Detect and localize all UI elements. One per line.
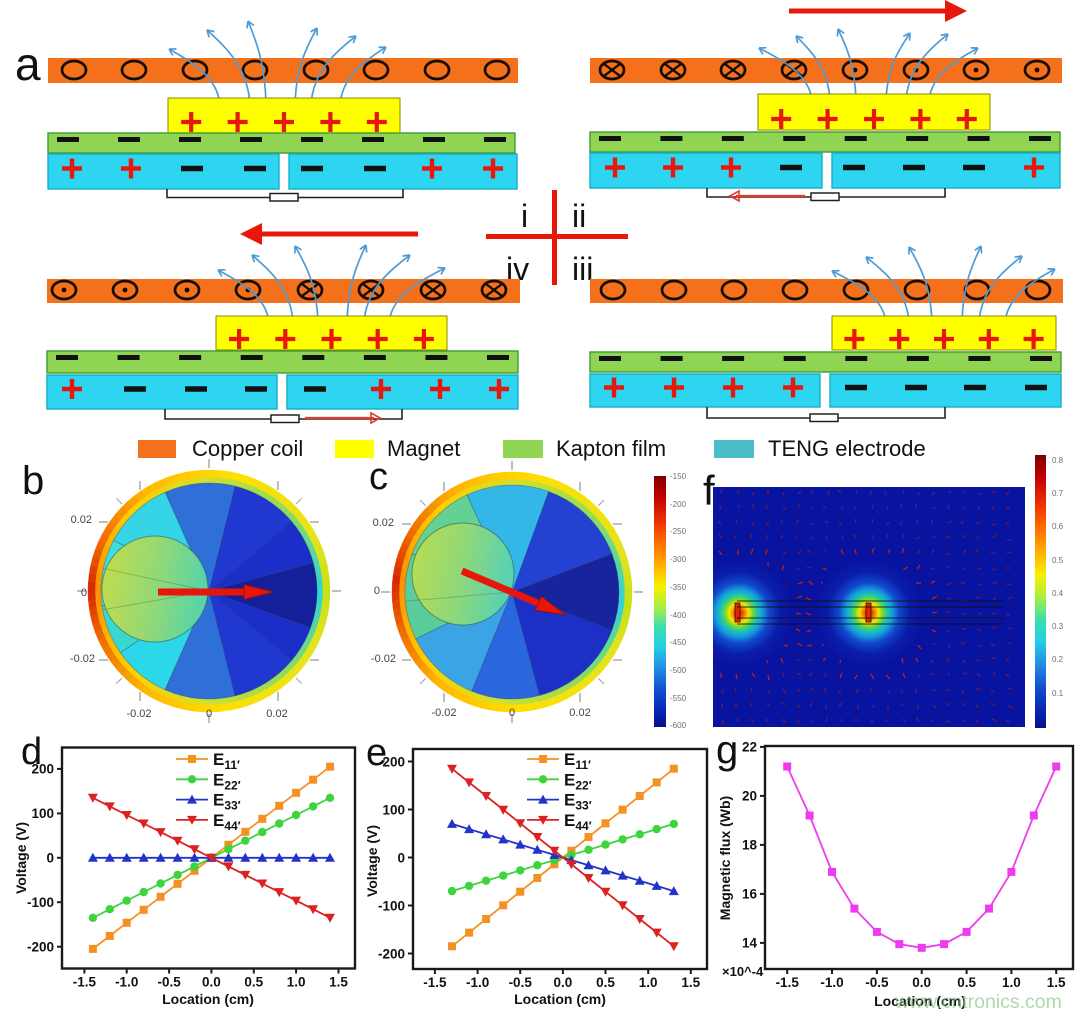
svg-text:0: 0 <box>397 850 405 865</box>
svg-text:Location (cm): Location (cm) <box>514 991 606 1007</box>
svg-text:0.7: 0.7 <box>1052 489 1064 498</box>
svg-text:0.5: 0.5 <box>244 975 263 990</box>
svg-text:-1.5: -1.5 <box>776 975 800 990</box>
svg-text:100: 100 <box>382 802 405 817</box>
svg-text:-1.0: -1.0 <box>466 975 489 990</box>
svg-text:Voltage (V): Voltage (V) <box>364 825 380 897</box>
svg-text:-500: -500 <box>670 666 687 675</box>
svg-text:-600: -600 <box>670 721 687 730</box>
svg-text:0.02: 0.02 <box>71 514 92 526</box>
svg-text:Magnetic flux (Wb): Magnetic flux (Wb) <box>717 796 733 920</box>
svg-text:22: 22 <box>742 740 757 755</box>
svg-text:0: 0 <box>509 707 515 719</box>
svg-text:-100: -100 <box>27 895 54 910</box>
svg-text:×10^-4: ×10^-4 <box>722 964 764 979</box>
svg-text:1.5: 1.5 <box>329 975 348 990</box>
svg-text:-200: -200 <box>378 946 405 961</box>
svg-text:0.02: 0.02 <box>266 708 287 720</box>
svg-text:-200: -200 <box>27 940 54 955</box>
svg-text:-0.02: -0.02 <box>126 708 151 720</box>
svg-text:20: 20 <box>742 789 757 804</box>
svg-text:-550: -550 <box>670 694 687 703</box>
svg-text:-0.5: -0.5 <box>157 975 181 990</box>
svg-text:200: 200 <box>31 762 54 777</box>
svg-text:-1.0: -1.0 <box>115 975 138 990</box>
svg-text:0: 0 <box>81 587 87 599</box>
svg-text:-350: -350 <box>670 583 687 592</box>
svg-text:Voltage (V): Voltage (V) <box>13 822 29 894</box>
svg-text:0.5: 0.5 <box>1052 556 1064 565</box>
svg-text:Location (cm): Location (cm) <box>162 991 254 1007</box>
svg-text:0.3: 0.3 <box>1052 622 1064 631</box>
svg-text:1.0: 1.0 <box>287 975 306 990</box>
svg-text:0.1: 0.1 <box>1052 689 1064 698</box>
svg-text:-250: -250 <box>670 527 687 536</box>
svg-text:0: 0 <box>374 585 380 597</box>
svg-text:b: b <box>22 459 44 503</box>
svg-text:c: c <box>369 456 388 498</box>
svg-text:0.5: 0.5 <box>596 975 615 990</box>
svg-text:www.cntronics.com: www.cntronics.com <box>894 991 1062 1013</box>
svg-text:0: 0 <box>206 708 212 720</box>
svg-text:1.0: 1.0 <box>1002 975 1021 990</box>
svg-text:1.5: 1.5 <box>681 975 700 990</box>
svg-text:0.4: 0.4 <box>1052 589 1064 598</box>
svg-text:-0.5: -0.5 <box>509 975 533 990</box>
svg-text:-0.02: -0.02 <box>431 707 456 719</box>
svg-text:-150: -150 <box>670 472 687 481</box>
svg-text:200: 200 <box>382 754 405 769</box>
svg-text:0: 0 <box>46 851 54 866</box>
svg-text:18: 18 <box>742 838 758 853</box>
svg-text:1.0: 1.0 <box>639 975 658 990</box>
svg-text:ii: ii <box>572 198 586 234</box>
svg-text:-200: -200 <box>670 500 687 509</box>
svg-text:TENG electrode: TENG electrode <box>768 436 926 461</box>
svg-text:0.0: 0.0 <box>554 975 573 990</box>
svg-text:-0.02: -0.02 <box>70 653 95 665</box>
svg-text:Kapton film: Kapton film <box>556 436 666 461</box>
svg-text:100: 100 <box>31 806 54 821</box>
svg-text:-450: -450 <box>670 638 687 647</box>
svg-text:0.0: 0.0 <box>202 975 221 990</box>
svg-text:-1.0: -1.0 <box>820 975 843 990</box>
svg-text:0.02: 0.02 <box>569 707 590 719</box>
svg-text:0.5: 0.5 <box>957 975 976 990</box>
svg-text:g: g <box>716 728 738 772</box>
svg-text:0.2: 0.2 <box>1052 655 1064 664</box>
svg-text:-100: -100 <box>378 898 405 913</box>
svg-text:-0.5: -0.5 <box>865 975 889 990</box>
svg-text:14: 14 <box>742 936 758 951</box>
svg-text:Copper coil: Copper coil <box>192 436 303 461</box>
svg-text:Magnet: Magnet <box>387 436 460 461</box>
svg-text:-400: -400 <box>670 611 687 620</box>
svg-text:0.6: 0.6 <box>1052 522 1064 531</box>
svg-text:0.02: 0.02 <box>373 517 394 529</box>
svg-text:-1.5: -1.5 <box>73 975 97 990</box>
svg-text:-0.02: -0.02 <box>371 653 396 665</box>
svg-text:16: 16 <box>742 887 758 902</box>
svg-text:1.5: 1.5 <box>1047 975 1066 990</box>
svg-text:0.0: 0.0 <box>912 975 931 990</box>
svg-text:-300: -300 <box>670 555 687 564</box>
svg-text:-1.5: -1.5 <box>423 975 447 990</box>
svg-text:a: a <box>15 38 41 90</box>
svg-text:i: i <box>521 198 528 234</box>
svg-text:0.8: 0.8 <box>1052 456 1064 465</box>
